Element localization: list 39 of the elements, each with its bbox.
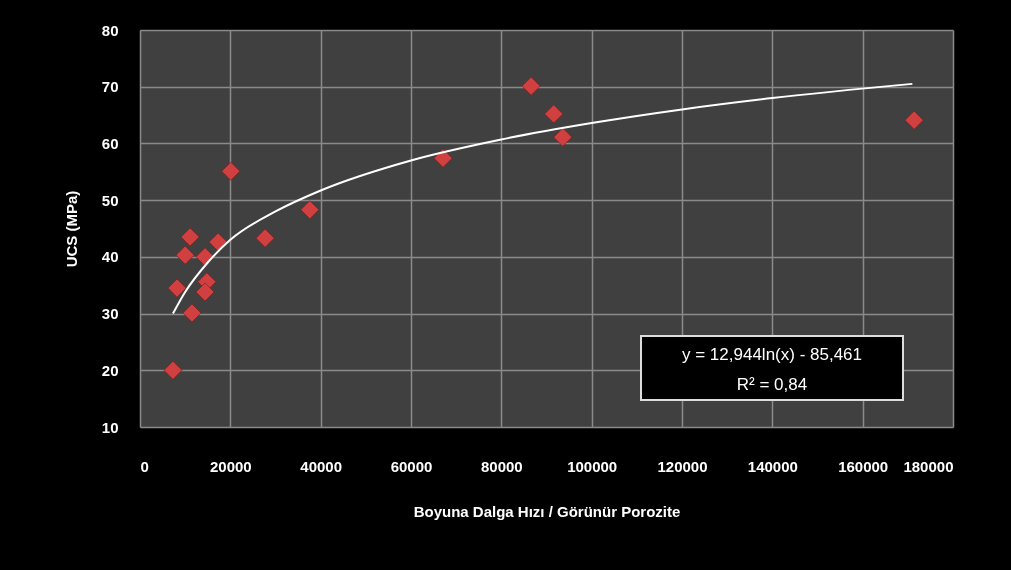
point — [182, 303, 202, 323]
y-tick-label: 40 — [101, 248, 119, 266]
point — [221, 161, 241, 181]
x-tick-label: 180000 — [903, 457, 954, 475]
point — [195, 247, 215, 267]
x-tick-label: 100000 — [567, 457, 618, 475]
point — [167, 278, 187, 298]
y-tick-label: 80 — [101, 21, 119, 39]
point — [553, 127, 573, 147]
y-tick-label: 70 — [101, 78, 119, 96]
point — [180, 227, 200, 247]
y-axis-title: UCS (MPa) — [62, 190, 80, 268]
point — [208, 232, 228, 252]
equation-box: y = 12,944ln(x) - 85,461 R² = 0,84 — [640, 335, 904, 401]
point — [163, 360, 183, 380]
x-tick-label: 60000 — [390, 457, 433, 475]
point — [904, 110, 924, 130]
x-axis-title: Boyuna Dalga Hızı / Görünür Porozite — [413, 502, 681, 520]
y-tick-label: 30 — [101, 305, 119, 323]
y-tick-label: 10 — [101, 418, 119, 436]
point — [433, 148, 453, 168]
point — [175, 245, 195, 265]
point — [544, 104, 564, 124]
y-tick-label: 20 — [101, 361, 119, 379]
x-tick-label: 120000 — [657, 457, 708, 475]
y-tick-label: 60 — [101, 134, 119, 152]
point — [521, 76, 541, 96]
x-tick-label: 80000 — [480, 457, 523, 475]
point — [195, 282, 215, 302]
x-tick-label: 140000 — [747, 457, 798, 475]
point — [255, 228, 275, 248]
annotation: R² = 0,84 — [735, 374, 809, 396]
x-tick-label: 160000 — [838, 457, 889, 475]
x-tick-label: 40000 — [300, 457, 343, 475]
y-tick-label: 50 — [101, 191, 119, 209]
annotation: y = 12,944ln(x) - 85,461 — [681, 344, 863, 366]
x-tick-label: 0 — [140, 457, 149, 475]
point — [300, 200, 320, 220]
x-tick-label: 20000 — [209, 457, 252, 475]
